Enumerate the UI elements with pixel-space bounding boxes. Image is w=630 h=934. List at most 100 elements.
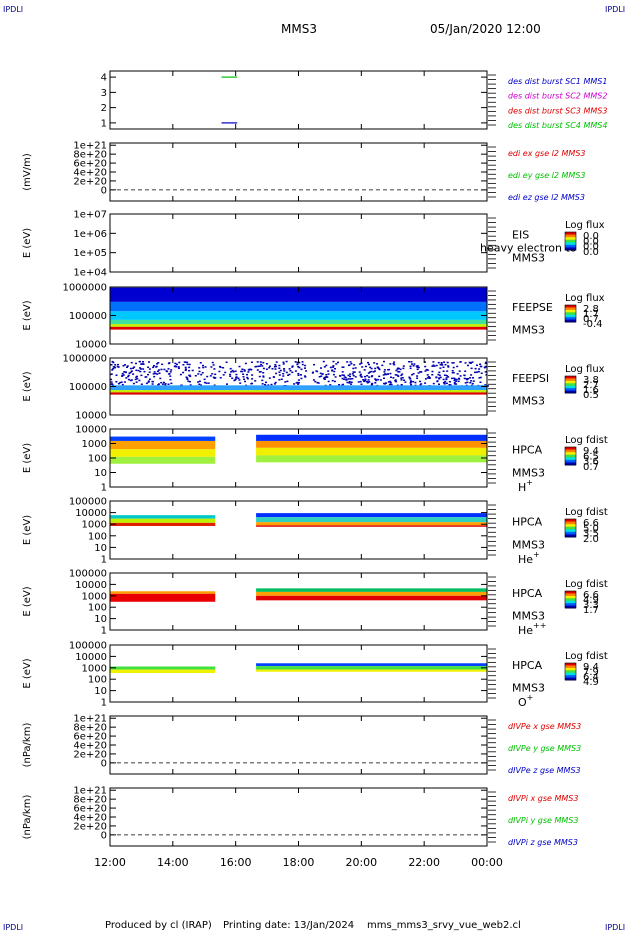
colorbar-frame: [564, 375, 577, 394]
spectrogram-pixel: [466, 381, 469, 384]
y-tick-label: 6e+20: [73, 804, 107, 815]
spectrogram-pixel: [262, 372, 265, 374]
spectrogram-pixel: [483, 366, 486, 369]
colorbar-swatch: [565, 232, 576, 236]
colorbar-swatch: [565, 319, 576, 323]
spectrogram-pixel: [110, 383, 112, 385]
y-tick-label: 100000: [69, 382, 107, 393]
spectrogram-pixel: [125, 377, 128, 379]
spectrogram-pixel: [438, 378, 441, 380]
spectrogram-pixel: [268, 377, 271, 379]
spectrogram-pixel: [374, 378, 377, 381]
spectrogram-pixel: [447, 366, 450, 368]
colorbar-tick-label: 1.7: [583, 309, 599, 320]
spectrogram-pixel: [127, 378, 130, 381]
y-tick-label: 4e+20: [73, 813, 107, 824]
spectrogram-pixel: [197, 373, 200, 375]
spectrogram-pixel: [289, 370, 292, 372]
spectrogram-pixel: [194, 375, 197, 377]
spectrogram-pixel: [417, 366, 420, 369]
spectrogram-pixel: [200, 373, 203, 376]
spectrogram-pixel: [361, 366, 364, 368]
spectrogram-pixel: [432, 364, 435, 366]
series-label: dIVPe y gse MMS3: [508, 744, 581, 753]
spectrogram-pixel: [213, 368, 216, 370]
spectrogram-pixel: [167, 383, 170, 385]
spectrogram-pixel: [182, 364, 185, 366]
spectrogram-pixel: [463, 377, 466, 380]
spectrogram-pixel: [116, 365, 119, 368]
spectrogram-pixel: [179, 373, 182, 376]
time-tick-label: 14:00: [157, 856, 189, 869]
spectrogram-pixel: [415, 365, 418, 367]
spectrogram-pixel: [439, 367, 442, 369]
spectrogram-pixel: [458, 378, 461, 380]
spectrogram-pixel: [274, 381, 277, 384]
spectrogram-pixel: [271, 368, 274, 370]
spectrogram-pixel: [389, 372, 392, 375]
spacecraft-label: MMS3: [512, 252, 545, 265]
spectrogram-band: [256, 666, 487, 670]
series-label: dIVPe x gse MMS3: [508, 722, 581, 731]
spectrogram-pixel: [182, 371, 185, 374]
spectrogram-pixel: [456, 365, 459, 368]
series-label: des dist burst SC4 MMS4: [508, 121, 607, 130]
spectrogram-pixel: [212, 376, 215, 379]
spectrogram-pixel: [448, 381, 451, 383]
spectrogram-pixel: [455, 378, 458, 381]
spectrogram-pixel: [331, 379, 334, 382]
spectrogram-pixel: [312, 379, 315, 381]
spectrogram-pixel: [349, 375, 351, 378]
spectrogram-pixel: [388, 383, 391, 386]
spectrogram-pixel: [213, 384, 216, 386]
spectrogram-pixel: [111, 369, 114, 371]
colorbar-tick-label: 0.0: [583, 242, 599, 253]
spectrogram-pixel: [235, 376, 238, 379]
spectrogram-pixel: [119, 381, 122, 384]
spectrogram-pixel: [286, 380, 289, 383]
spectrogram-pixel: [264, 383, 266, 386]
spectrogram-pixel: [432, 382, 435, 385]
y-tick-label: 8e+20: [73, 723, 107, 734]
spectrogram-pixel: [437, 361, 440, 364]
spectrogram-pixel: [443, 383, 446, 385]
spectrogram-pixel: [445, 382, 448, 385]
spectrogram-pixel: [376, 366, 379, 368]
spectrogram-pixel: [291, 371, 294, 374]
colorbar-frame: [564, 231, 577, 251]
spectrogram-pixel: [313, 363, 316, 366]
spectrogram-pixel: [113, 366, 116, 368]
spectrogram-pixel: [432, 361, 435, 363]
spectrogram-pixel: [183, 361, 186, 363]
spectrogram-pixel: [379, 379, 382, 381]
colorbar-tick-label: 4.9: [583, 677, 599, 688]
colorbar-swatch: [565, 305, 576, 308]
colorbar-title: Log fdist: [565, 579, 608, 590]
colorbar-tick-label: 9.4: [583, 662, 599, 673]
colorbar-swatch: [565, 529, 576, 533]
spectrogram-pixel: [354, 376, 357, 378]
spectrogram-pixel: [231, 369, 234, 372]
spectrogram-pixel: [427, 376, 430, 378]
spectrogram-pixel: [453, 383, 456, 385]
colorbar-tick-label: 3.5: [583, 529, 599, 540]
colorbar-swatch: [565, 591, 576, 594]
y-tick-label: 8e+20: [73, 150, 107, 161]
spectrogram-pixel: [142, 361, 144, 363]
panel-frame: [109, 500, 488, 560]
spectrogram-pixel: [389, 382, 392, 384]
colorbar-swatch: [565, 462, 576, 466]
spectrogram-pixel: [485, 374, 488, 376]
colorbar-swatch: [565, 237, 576, 241]
y-tick-label: 1000: [82, 520, 107, 531]
spectrogram-pixel: [350, 363, 353, 365]
instrument-label: HPCA: [512, 443, 543, 456]
spectrogram-pixel: [282, 373, 285, 375]
colorbar-frame: [564, 304, 577, 323]
spectrogram-pixel: [342, 374, 345, 376]
spectrogram-pixel: [373, 362, 376, 364]
colorbar-title: Log fdist: [565, 435, 608, 446]
spectrogram-pixel: [185, 376, 188, 378]
spectrogram-pixel: [297, 374, 300, 376]
spectrogram-pixel: [408, 376, 411, 378]
